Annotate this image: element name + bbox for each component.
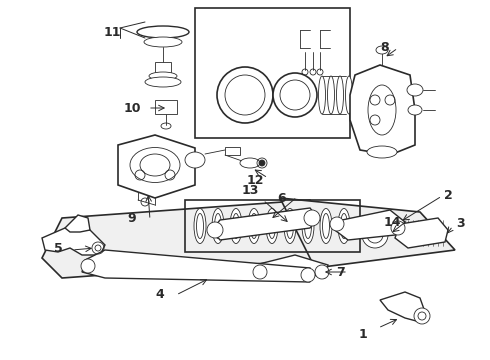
Text: 3: 3 [456, 216, 465, 230]
Circle shape [273, 73, 317, 117]
Polygon shape [65, 215, 90, 232]
Bar [195, 8, 350, 138]
Circle shape [391, 221, 405, 235]
Polygon shape [380, 292, 425, 322]
Text: 1: 1 [359, 328, 368, 342]
Circle shape [217, 67, 273, 123]
Text: 2: 2 [443, 189, 452, 202]
Circle shape [304, 210, 320, 226]
Circle shape [301, 268, 315, 282]
Text: 4: 4 [156, 288, 164, 302]
Ellipse shape [230, 208, 242, 243]
Ellipse shape [337, 76, 343, 114]
Ellipse shape [364, 76, 370, 114]
Circle shape [253, 265, 267, 279]
Circle shape [414, 308, 430, 324]
Polygon shape [395, 218, 448, 248]
Circle shape [95, 245, 101, 251]
Text: 11: 11 [103, 26, 121, 39]
Ellipse shape [354, 76, 362, 114]
Text: 6: 6 [278, 192, 286, 204]
Ellipse shape [338, 208, 350, 243]
Bar [155, 62, 171, 74]
Text: 7: 7 [336, 266, 344, 279]
Polygon shape [82, 250, 310, 282]
Text: 14: 14 [383, 216, 401, 229]
Text: 12: 12 [246, 174, 264, 186]
Ellipse shape [408, 105, 422, 115]
Text: 8: 8 [381, 41, 390, 54]
Text: 9: 9 [128, 212, 136, 225]
Ellipse shape [376, 46, 388, 54]
Ellipse shape [327, 76, 335, 114]
Circle shape [81, 259, 95, 273]
Polygon shape [332, 210, 405, 240]
Polygon shape [42, 228, 105, 255]
Polygon shape [350, 65, 415, 155]
Ellipse shape [284, 208, 296, 243]
Circle shape [362, 222, 388, 248]
Ellipse shape [240, 158, 260, 168]
Polygon shape [212, 208, 318, 240]
Text: 5: 5 [53, 242, 62, 255]
Bar [225, 147, 240, 155]
Ellipse shape [144, 37, 182, 47]
Ellipse shape [407, 84, 423, 96]
Polygon shape [42, 200, 330, 278]
Circle shape [207, 222, 223, 238]
Circle shape [259, 160, 265, 166]
Circle shape [330, 217, 344, 231]
Ellipse shape [248, 208, 260, 243]
Polygon shape [280, 198, 455, 268]
Polygon shape [118, 135, 195, 198]
Ellipse shape [137, 26, 189, 38]
Ellipse shape [194, 208, 206, 243]
Ellipse shape [318, 76, 325, 114]
Bar [185, 200, 360, 252]
Ellipse shape [302, 208, 314, 243]
Ellipse shape [372, 76, 379, 114]
Text: 10: 10 [123, 102, 141, 114]
Text: 13: 13 [241, 184, 259, 197]
Circle shape [315, 265, 329, 279]
Ellipse shape [367, 146, 397, 158]
Ellipse shape [212, 208, 224, 243]
Polygon shape [255, 255, 328, 278]
Bar [155, 100, 177, 114]
Ellipse shape [345, 76, 352, 114]
Ellipse shape [149, 72, 177, 80]
Ellipse shape [185, 152, 205, 168]
Ellipse shape [266, 208, 278, 243]
Ellipse shape [145, 77, 181, 87]
Ellipse shape [320, 208, 332, 243]
